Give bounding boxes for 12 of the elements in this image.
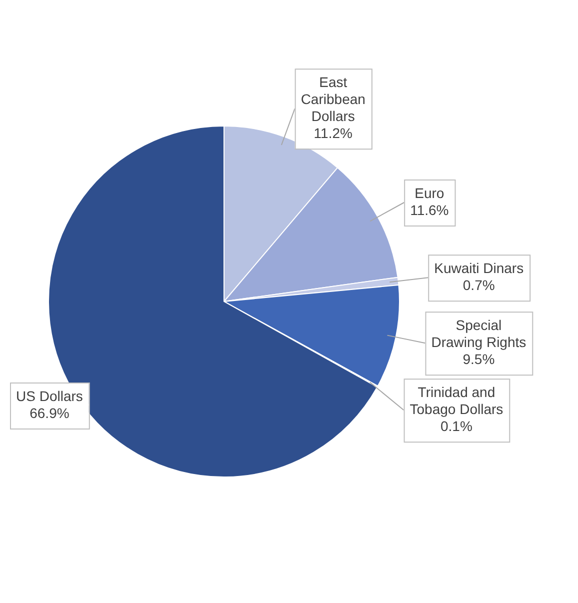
slice-label: US Dollars <box>16 388 83 404</box>
data-label: 0.7% <box>462 277 495 294</box>
data-label: 0.1% <box>440 418 472 434</box>
data-label: 11.2% <box>314 124 352 141</box>
slice-label: East Caribbean Dollars <box>300 74 366 124</box>
slice-label: Trinidad and Tobago Dollars <box>410 384 504 418</box>
slice-label: Euro <box>414 184 444 201</box>
data-label: 9.5% <box>462 351 495 368</box>
slice-label: Special Drawing Rights <box>431 317 526 350</box>
slice-label: Kuwaiti Dinars <box>434 260 524 276</box>
data-label: 11.6% <box>410 202 449 218</box>
data-label: 66.9% <box>30 404 70 421</box>
